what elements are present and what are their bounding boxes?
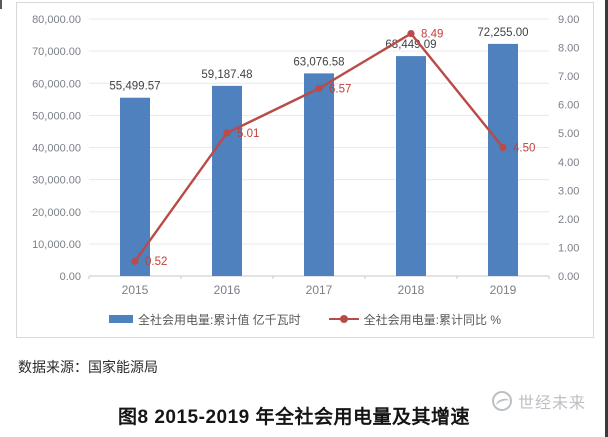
line-value-label: 0.52 <box>145 256 167 268</box>
line-value-label: 6.57 <box>329 83 351 95</box>
line-marker-2016 <box>223 129 231 137</box>
figure-caption: 图8 2015-2019 年全社会用电量及其增速 <box>118 407 470 428</box>
data-source-note: 数据来源：国家能源局 <box>18 359 158 375</box>
right-axis-tick-label: 4.00 <box>558 157 579 169</box>
legend-label: 全社会用电量:累计同比 % <box>363 312 501 327</box>
chart-legend: 全社会用电量:累计值 亿千瓦时 全社会用电量:累计同比 % <box>17 310 593 328</box>
right-axis-tick-label: 7.00 <box>558 71 579 83</box>
electricity-combo-chart: 0.00 10,000.00 20,000.00 30,000.00 40,000.00… <box>32 14 579 297</box>
right-axis-tick-label: 1.00 <box>558 242 579 254</box>
x-axis-category-label: 2016 <box>214 283 241 297</box>
bar-2019 <box>488 43 518 276</box>
line-value-label: 5.01 <box>237 128 259 140</box>
left-axis-tick-label: 50,000.00 <box>32 110 81 122</box>
right-axis-tick-label: 9.00 <box>558 14 579 26</box>
line-value-label: 4.50 <box>513 143 535 155</box>
line-marker-2019 <box>499 143 507 152</box>
right-axis-tick-label: 2.00 <box>558 214 579 226</box>
legend-label: 全社会用电量:累计值 亿千瓦时 <box>137 312 301 327</box>
line-marker-2017 <box>315 84 323 92</box>
bar-value-label: 55,499.57 <box>109 81 160 93</box>
bar-value-label: 63,076.58 <box>293 56 344 68</box>
x-axis-category-label: 2019 <box>490 283 517 297</box>
right-axis-tick-label: 0.00 <box>558 271 579 283</box>
left-axis-tick-label: 70,000.00 <box>32 46 81 58</box>
left-axis-tick-label: 30,000.00 <box>32 175 81 187</box>
left-axis-tick-label: 10,000.00 <box>32 239 81 251</box>
left-axis-tick-label: 20,000.00 <box>32 207 81 219</box>
line-marker-2015 <box>131 257 139 265</box>
legend-line-swatch <box>328 315 359 323</box>
left-axis-tick-label: 40,000.00 <box>32 143 81 155</box>
left-axis-tick-label: 0.00 <box>60 271 81 283</box>
legend-line-dot <box>339 315 348 323</box>
bar-2017 <box>304 73 334 276</box>
left-axis-tick-label: 60,000.00 <box>32 78 81 90</box>
legend-item-growth: 全社会用电量:累计同比 % <box>328 311 501 328</box>
chart-container: 0.00 10,000.00 20,000.00 30,000.00 40,000.00… <box>16 2 594 338</box>
screen-edge-strip <box>605 0 608 437</box>
legend-item-consumption: 全社会用电量:累计值 亿千瓦时 <box>108 311 301 328</box>
bar-2016 <box>212 85 242 276</box>
watermark-text: 世经未来 <box>518 395 587 412</box>
bar-value-label: 59,187.48 <box>201 69 252 81</box>
bar-2015 <box>120 97 150 276</box>
right-axis-tick-label: 3.00 <box>558 185 579 197</box>
corner-artifact <box>0 0 2 9</box>
watermark-logo-icon <box>492 391 512 411</box>
bar-value-label: 72,255.00 <box>477 27 528 39</box>
x-axis-category-label: 2017 <box>306 283 333 297</box>
right-axis-tick-label: 6.00 <box>558 100 579 112</box>
right-axis-tick-label: 5.00 <box>558 128 579 140</box>
x-axis-category-label: 2018 <box>398 283 425 297</box>
watermark: 世经未来 <box>492 389 586 413</box>
right-axis-tick-label: 8.00 <box>558 43 579 55</box>
x-axis-category-label: 2015 <box>122 283 149 297</box>
left-axis-tick-label: 80,000.00 <box>32 14 81 26</box>
bar-2018 <box>396 56 426 276</box>
line-marker-2018 <box>407 29 415 38</box>
line-value-label: 8.49 <box>421 29 443 41</box>
legend-bar-swatch <box>108 315 133 323</box>
